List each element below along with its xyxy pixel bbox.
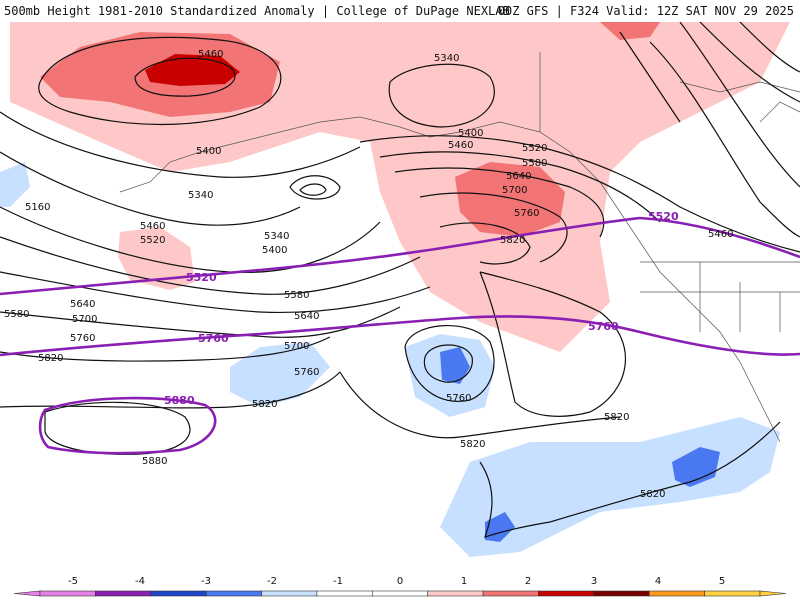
- colorbar-segment: [648, 590, 705, 597]
- contour-label: 5460: [708, 229, 733, 240]
- model-run-info: 00Z GFS | F324 Valid: 12Z SAT NOV 29 202…: [497, 4, 794, 18]
- positive-anomaly-strong: [145, 54, 240, 86]
- contour-label: 5340: [434, 53, 459, 64]
- contour-label: 5640: [506, 171, 531, 182]
- colorbar-segment: [372, 590, 428, 597]
- contour-label: 5820: [252, 399, 277, 410]
- colorbar-tick: -3: [201, 576, 211, 587]
- colorbar-ticklabels: -5 -4 -3 -2 -1 0 1 2 3 4 5: [68, 576, 725, 587]
- contour-label: 5520: [140, 235, 165, 246]
- contour-label-5880: 5880: [164, 394, 195, 407]
- colorbar-tick: -1: [333, 576, 343, 587]
- colorbar-tick: -5: [68, 576, 78, 587]
- coastlines: [119, 52, 800, 443]
- colorbar-segment: [427, 590, 484, 597]
- contour-label: 5820: [38, 353, 63, 364]
- contour-label: 5460: [198, 49, 223, 60]
- contour-label: 5700: [284, 341, 309, 352]
- contour-label: 5700: [502, 185, 527, 196]
- contour-label: 5880: [142, 456, 167, 467]
- contour-label: 5340: [188, 190, 213, 201]
- anomaly-map: 5460 5340 5400 5160 5340 5460 5520 5400 …: [0, 22, 800, 557]
- contour-label: 5760: [446, 393, 471, 404]
- contour-label: 5400: [458, 128, 483, 139]
- contour-label: 5460: [140, 221, 165, 232]
- colorbar-segments: [13, 590, 787, 597]
- contour-label: 5820: [500, 235, 525, 246]
- colorbar-arrow-left: [13, 590, 41, 597]
- contour-labels: 5460 5340 5400 5160 5340 5460 5520 5400 …: [4, 49, 733, 500]
- contour-label: 5580: [4, 309, 29, 320]
- contour-label: 5400: [262, 245, 287, 256]
- colorbar-tick: 1: [461, 576, 467, 587]
- colorbar-tick: 4: [655, 576, 661, 587]
- contour-label-5760: 5760: [588, 320, 619, 333]
- contour-label: 5820: [460, 439, 485, 450]
- colorbar-segment: [593, 590, 650, 597]
- colorbar-tick: 5: [719, 576, 725, 587]
- anomaly-colorbar: -5 -4 -3 -2 -1 0 1 2 3 4 5: [13, 576, 787, 597]
- colorbar-segment: [261, 590, 318, 597]
- contour-label: 5700: [72, 314, 97, 325]
- contour-label-5520: 5520: [648, 210, 679, 223]
- contour-label: 5520: [522, 143, 547, 154]
- colorbar-segment: [150, 590, 207, 597]
- contour-label: 5760: [294, 367, 319, 378]
- colorbar-segment: [704, 590, 761, 597]
- colorbar-tick: -4: [135, 576, 145, 587]
- contour-label: 5640: [294, 311, 319, 322]
- contour-label: 5820: [604, 412, 629, 423]
- contour-label: 5580: [284, 290, 309, 301]
- contour-label: 5580: [522, 158, 547, 169]
- contour-label: 5340: [264, 231, 289, 242]
- colorbar-segment: [95, 590, 152, 597]
- contour-label: 5760: [70, 333, 95, 344]
- colorbar-tick: 0: [397, 576, 403, 587]
- colorbar-segment: [316, 590, 373, 597]
- map-header: 500mb Height 1981-2010 Standardized Anom…: [0, 0, 800, 22]
- contour-label-5520: 5520: [186, 271, 217, 284]
- colorbar-arrow-right: [759, 590, 787, 597]
- contour-label: 5400: [196, 146, 221, 157]
- contour-label: 5460: [448, 140, 473, 151]
- height-contours: [0, 22, 800, 538]
- colorbar-segment: [482, 590, 539, 597]
- contour-label: 5640: [70, 299, 95, 310]
- colorbar-segment: [39, 590, 96, 597]
- colorbar-segment: [538, 590, 595, 597]
- highlight-contours: [0, 216, 800, 455]
- contour-label: 5820: [640, 489, 665, 500]
- contour-label-5760: 5760: [198, 332, 229, 345]
- colorbar-segment: [205, 590, 262, 597]
- colorbar-tick: -2: [267, 576, 277, 587]
- colorbar-tick: 3: [591, 576, 597, 587]
- contour-label: 5160: [25, 202, 50, 213]
- contour-label: 5760: [514, 208, 539, 219]
- colorbar-tick: 2: [525, 576, 531, 587]
- map-title: 500mb Height 1981-2010 Standardized Anom…: [4, 4, 510, 18]
- highlight-contour-labels: 5520 5520 5760 5760 5880: [164, 210, 679, 407]
